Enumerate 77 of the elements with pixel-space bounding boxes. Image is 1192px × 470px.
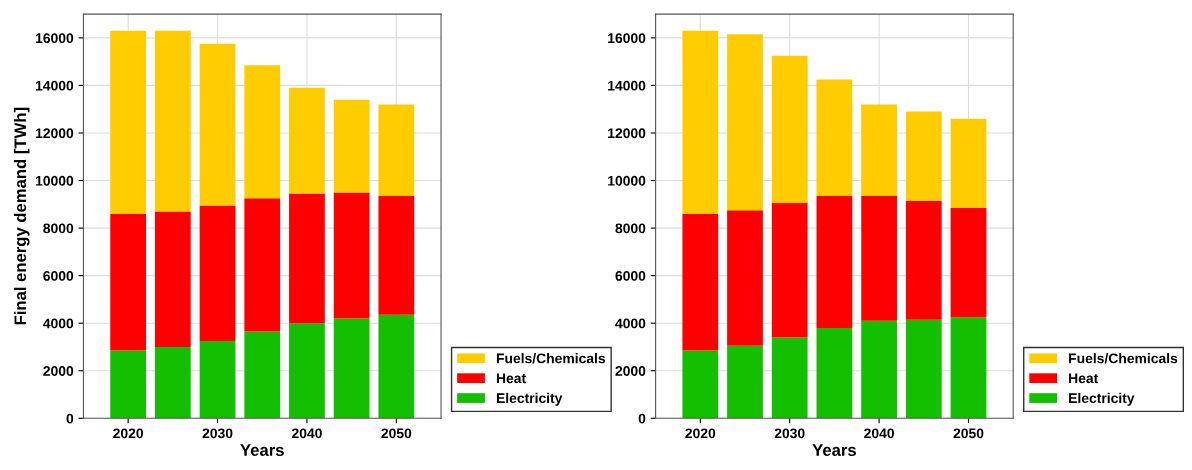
- bar: [861, 104, 897, 196]
- y-tick-label: 4000: [43, 318, 74, 329]
- bar: [950, 317, 987, 419]
- bar: [244, 198, 281, 332]
- bar: [289, 323, 325, 419]
- bar: [199, 205, 236, 342]
- x-tick-label: 2050: [381, 428, 412, 439]
- bar: [199, 43, 236, 206]
- bar: [110, 213, 147, 351]
- bar: [378, 314, 415, 419]
- x-axis-title: Years: [812, 444, 856, 456]
- y-tick-label: 16000: [608, 33, 646, 44]
- bar: [861, 320, 897, 419]
- y-tick-label: 0: [638, 413, 646, 424]
- y-tick-label: 8000: [615, 223, 646, 234]
- legend-label: Fuels/Chemicals: [1069, 353, 1178, 364]
- bar: [905, 111, 942, 201]
- y-tick-label: 4000: [615, 318, 646, 329]
- bar: [154, 30, 191, 212]
- y-tick-label: 14000: [608, 80, 646, 91]
- bar: [727, 34, 763, 211]
- bar: [950, 118, 987, 208]
- bar: [244, 65, 281, 199]
- y-tick-label: 10000: [608, 175, 646, 186]
- x-tick-label: 2050: [953, 428, 984, 439]
- y-tick-label: 0: [66, 413, 74, 424]
- bar: [199, 341, 236, 419]
- bar: [727, 345, 763, 419]
- y-tick-label: 10000: [35, 175, 74, 186]
- bar: [905, 319, 942, 419]
- x-tick-label: 2030: [202, 428, 233, 439]
- legend-label: Electricity: [496, 392, 563, 406]
- y-tick-label: 6000: [43, 270, 74, 281]
- x-tick-label: 2040: [864, 428, 894, 439]
- bar: [905, 200, 942, 320]
- y-tick-label: 2000: [615, 366, 646, 376]
- bar: [816, 79, 853, 196]
- y-tick-label: 14000: [35, 80, 74, 91]
- bar: [682, 30, 719, 214]
- bar: [333, 318, 370, 419]
- bar: [378, 104, 415, 196]
- bar: [333, 99, 370, 193]
- x-tick-label: 2040: [291, 428, 322, 439]
- bar: [682, 213, 719, 351]
- bar: [771, 55, 808, 204]
- x-axis-title: Years: [240, 444, 284, 456]
- y-tick-label: 2000: [43, 366, 74, 376]
- legend-label: Fuels/Chemicals: [496, 353, 606, 364]
- bar: [771, 337, 808, 419]
- x-tick-label: 2020: [685, 428, 716, 439]
- legend-label: Electricity: [1069, 392, 1135, 406]
- x-tick-label: 2030: [774, 428, 805, 439]
- y-tick-label: 12000: [35, 128, 74, 139]
- bar: [333, 192, 370, 319]
- bar: [682, 350, 719, 419]
- bar: [154, 346, 191, 419]
- bar: [110, 350, 147, 419]
- y-tick-label: 16000: [35, 33, 74, 44]
- bar: [378, 195, 415, 315]
- bar: [110, 30, 147, 214]
- bar: [727, 210, 763, 346]
- bar: [289, 193, 325, 324]
- y-axis-title: Final energy demand [TWh]: [13, 107, 30, 325]
- x-tick-label: 2020: [113, 428, 144, 439]
- y-tick-label: 8000: [43, 223, 74, 234]
- bar: [154, 211, 191, 347]
- bar: [289, 87, 325, 194]
- y-tick-label: 12000: [608, 128, 646, 139]
- bar: [771, 203, 808, 338]
- bar: [816, 195, 853, 328]
- legend-label: Heat: [1069, 373, 1099, 384]
- bar: [244, 331, 281, 419]
- bar: [816, 327, 853, 419]
- bar: [861, 195, 897, 321]
- legend-label: Heat: [496, 373, 526, 384]
- y-tick-label: 6000: [615, 270, 646, 281]
- bar: [950, 207, 987, 318]
